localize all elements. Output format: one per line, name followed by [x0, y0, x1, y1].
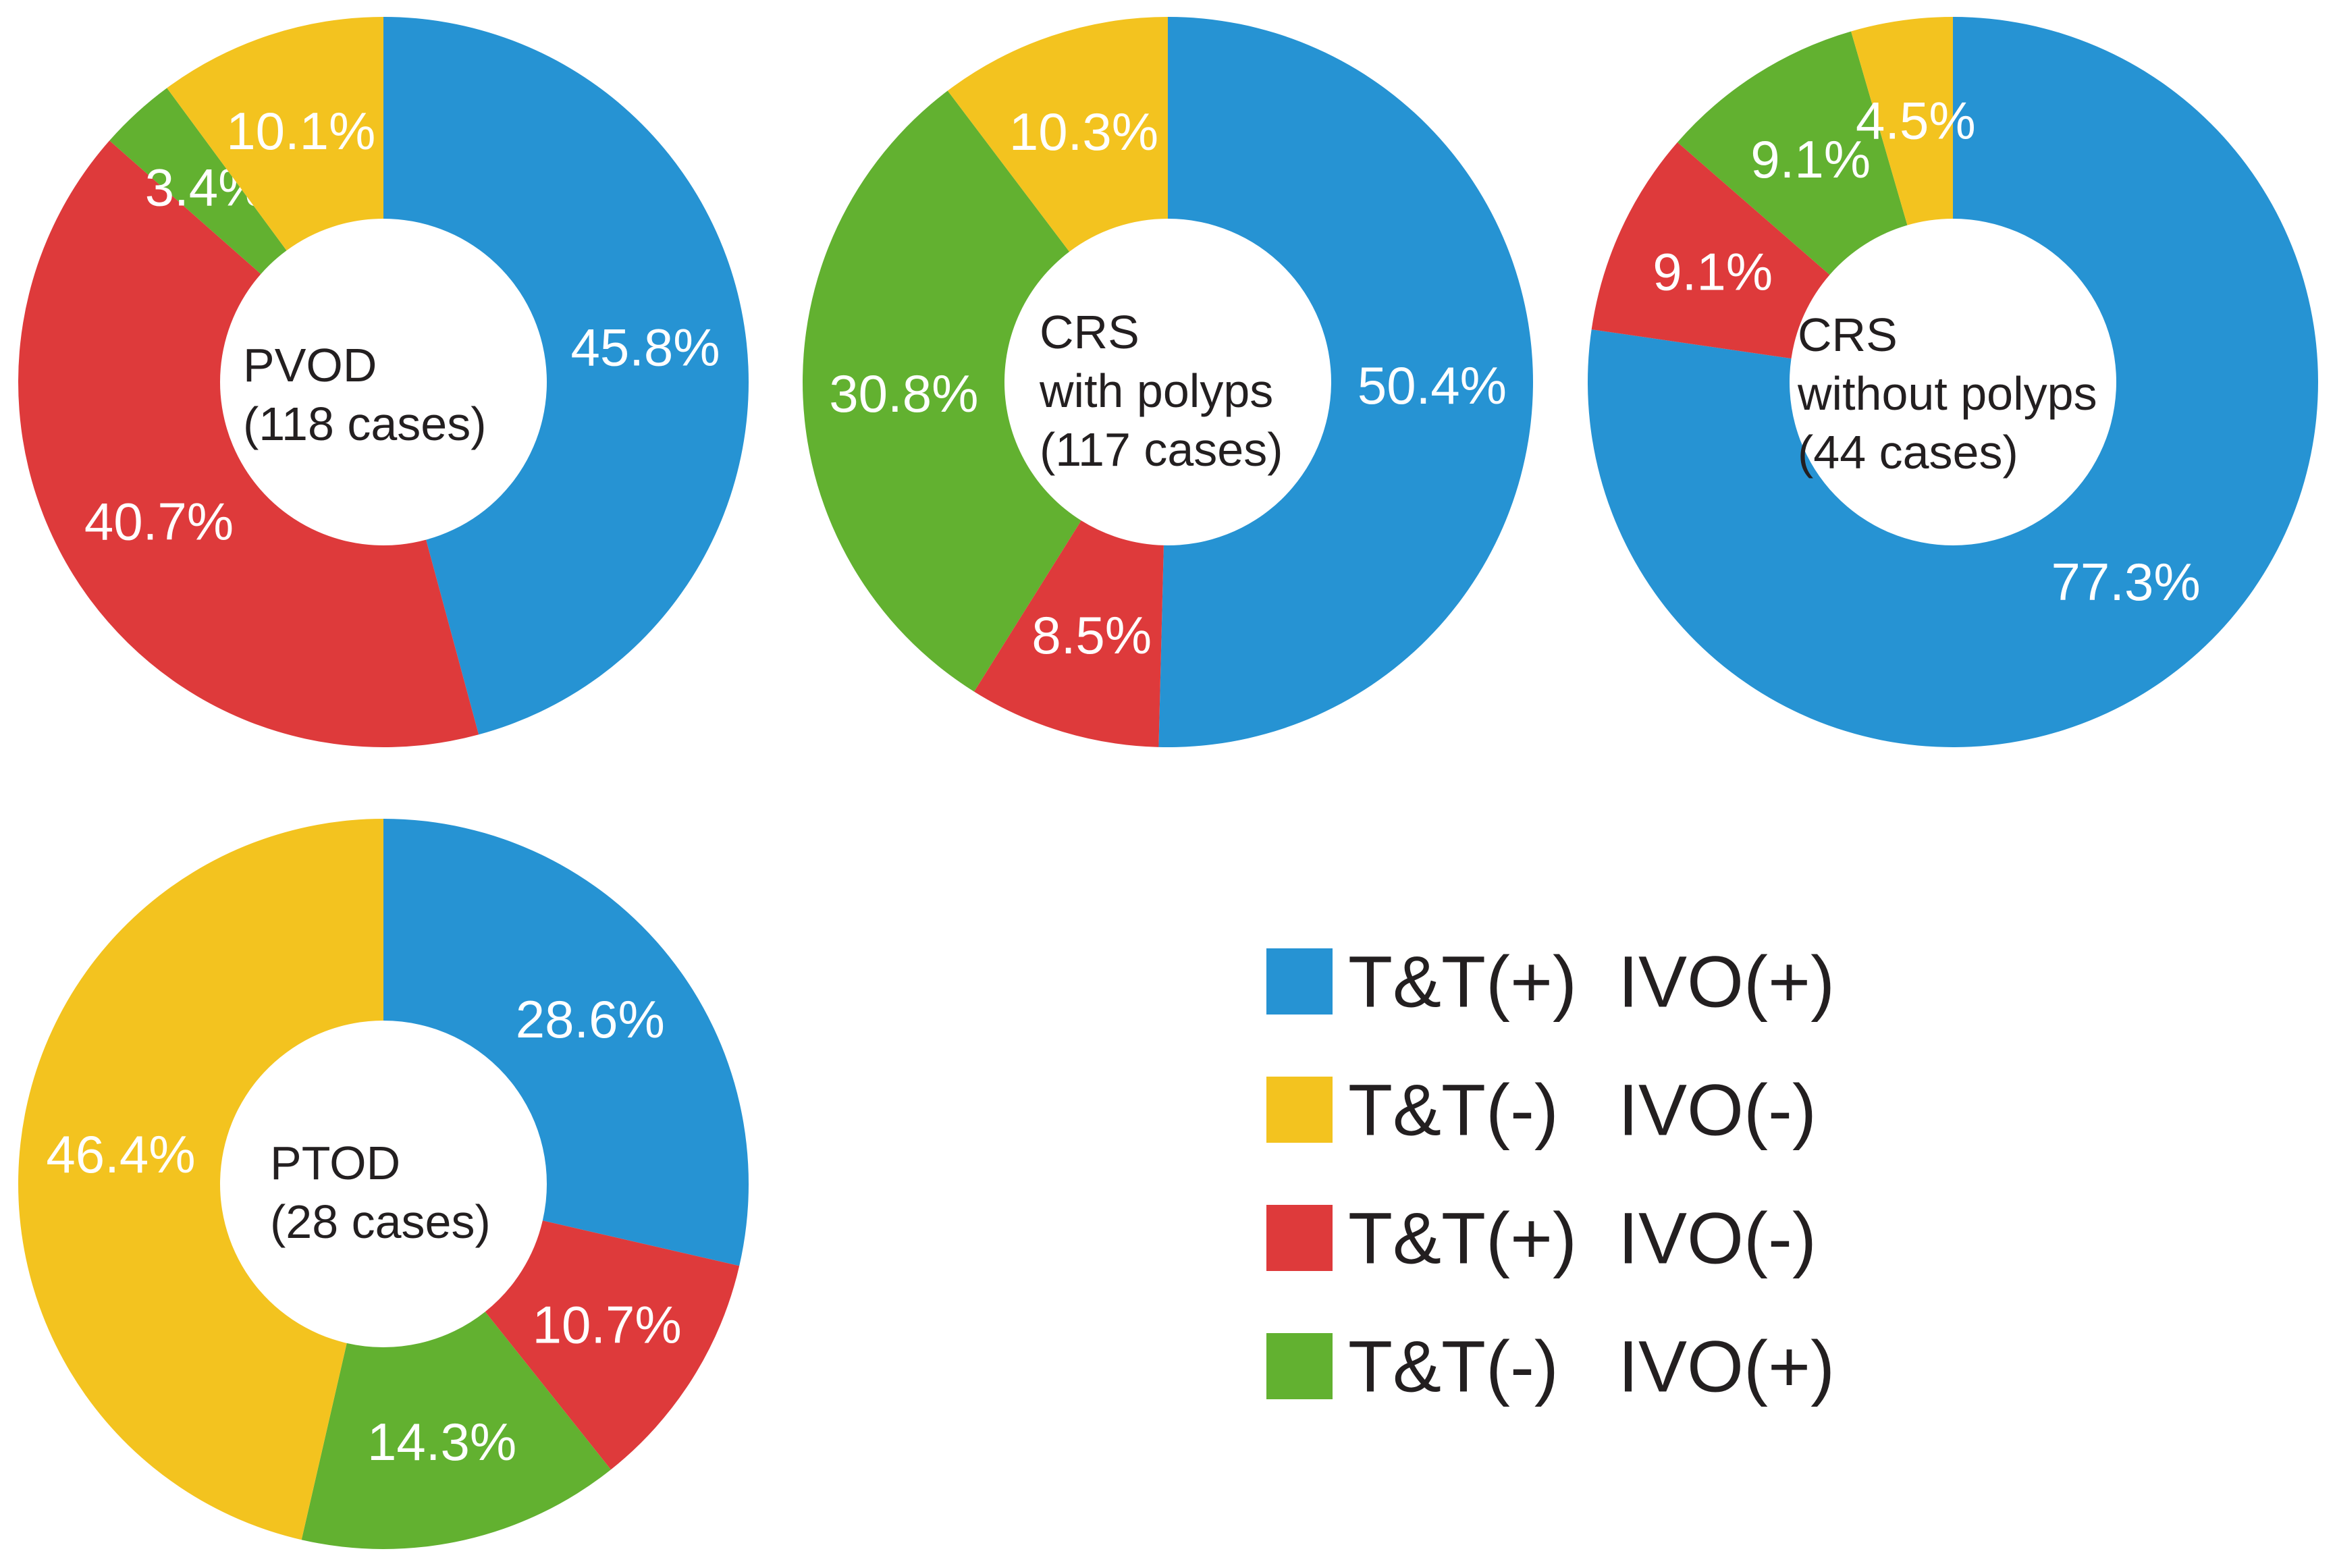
slice-label: 46.4% — [46, 1125, 195, 1184]
legend-ivo-label: IVO(-) — [1618, 1069, 1817, 1151]
center-label: CRS — [1040, 306, 1139, 358]
slice-tt_pos_ivo_pos — [1158, 17, 1534, 748]
legend-ivo-label: IVO(+) — [1618, 1326, 1835, 1407]
legend-swatch — [1266, 1333, 1333, 1399]
slice-tt_neg_ivo_neg — [1851, 17, 1953, 225]
slice-tt_pos_ivo_neg — [485, 1220, 740, 1470]
center-label: with polyps — [1039, 364, 1273, 417]
slice-tt_pos_ivo_pos — [383, 17, 749, 735]
legend-ivo-label: IVO(+) — [1618, 941, 1835, 1023]
legend: T&T(+) IVO(+)T&T(-) IVO(-)T&T(+) IVO(-)T&T(… — [1266, 941, 1835, 1407]
center-label: (28 cases) — [270, 1195, 491, 1248]
slice-label: 45.8% — [571, 317, 720, 377]
slice-tt_pos_ivo_pos — [383, 819, 749, 1266]
slice-tt_neg_ivo_pos — [301, 1312, 611, 1549]
slice-tt_pos_ivo_pos — [1588, 17, 2318, 748]
slice-tt_pos_ivo_neg — [973, 520, 1164, 747]
slice-tt_neg_ivo_pos — [803, 90, 1081, 692]
legend-swatch — [1266, 1205, 1333, 1271]
slice-label: 10.1% — [226, 101, 375, 161]
center-label: (117 cases) — [1040, 423, 1283, 476]
slice-label: 10.3% — [1009, 102, 1158, 161]
legend-item-tt_neg_ivo_neg: T&T(-) IVO(-) — [1266, 1069, 1817, 1151]
slice-label: 9.1% — [1750, 130, 1871, 189]
slice-tt_neg_ivo_pos — [109, 88, 287, 274]
legend-tt-label: T&T(+) — [1348, 1197, 1577, 1279]
slice-label: 50.4% — [1358, 356, 1507, 415]
slice-tt_neg_ivo_pos — [1677, 31, 1908, 275]
slice-label: 8.5% — [1031, 605, 1152, 665]
center-label: PVOD — [243, 339, 377, 391]
slice-label: 14.3% — [367, 1412, 516, 1471]
center-label: (118 cases) — [243, 398, 487, 450]
slice-tt_neg_ivo_neg — [167, 17, 383, 251]
legend-item-tt_pos_ivo_pos: T&T(+) IVO(+) — [1266, 941, 1835, 1023]
slice-tt_pos_ivo_neg — [18, 140, 479, 747]
donut-chart-crs-with-polyps: 50.4% 8.5% 30.8% 10.3% CRS with polyps (117 ca… — [803, 17, 1534, 748]
legend-swatch — [1266, 948, 1333, 1015]
donut-chart-pvod: 45.8%40.7%3.4%10.1%PVOD(118 cases) — [18, 17, 749, 747]
slice-tt_pos_ivo_neg — [1591, 142, 1830, 359]
slice-label: 9.1% — [1653, 242, 1773, 302]
slice-label: 30.8% — [829, 364, 978, 423]
legend-tt-label: T&T(+) — [1348, 941, 1577, 1023]
center-label: (44 cases) — [1798, 426, 2018, 479]
legend-tt-label: T&T(-) — [1348, 1069, 1559, 1151]
legend-item-tt_neg_ivo_pos: T&T(-) IVO(+) — [1266, 1326, 1835, 1407]
slice-label: 77.3% — [2051, 552, 2201, 612]
slice-tt_neg_ivo_neg — [18, 819, 384, 1540]
donut-charts-group: 45.8%40.7%3.4%10.1%PVOD(118 cases)50.4%8… — [18, 17, 2318, 1549]
slice-label: 4.5% — [1856, 90, 1976, 150]
legend-tt-label: T&T(-) — [1348, 1326, 1559, 1407]
center-label: without polyps — [1797, 367, 2097, 420]
slice-label: 40.7% — [84, 492, 234, 551]
slice-label: 10.7% — [533, 1295, 682, 1355]
slice-tt_neg_ivo_neg — [947, 17, 1168, 252]
center-label: CRS — [1798, 308, 1898, 361]
donut-chart-ptod: 28.6% 10.7% 14.3% 46.4% PTOD (28 cases) — [18, 819, 749, 1549]
legend-swatch — [1266, 1077, 1333, 1143]
slice-label: 28.6% — [516, 990, 665, 1049]
legend-item-tt_pos_ivo_neg: T&T(+) IVO(-) — [1266, 1197, 1817, 1279]
center-label: PTOD — [270, 1137, 400, 1189]
legend-ivo-label: IVO(-) — [1618, 1197, 1817, 1279]
